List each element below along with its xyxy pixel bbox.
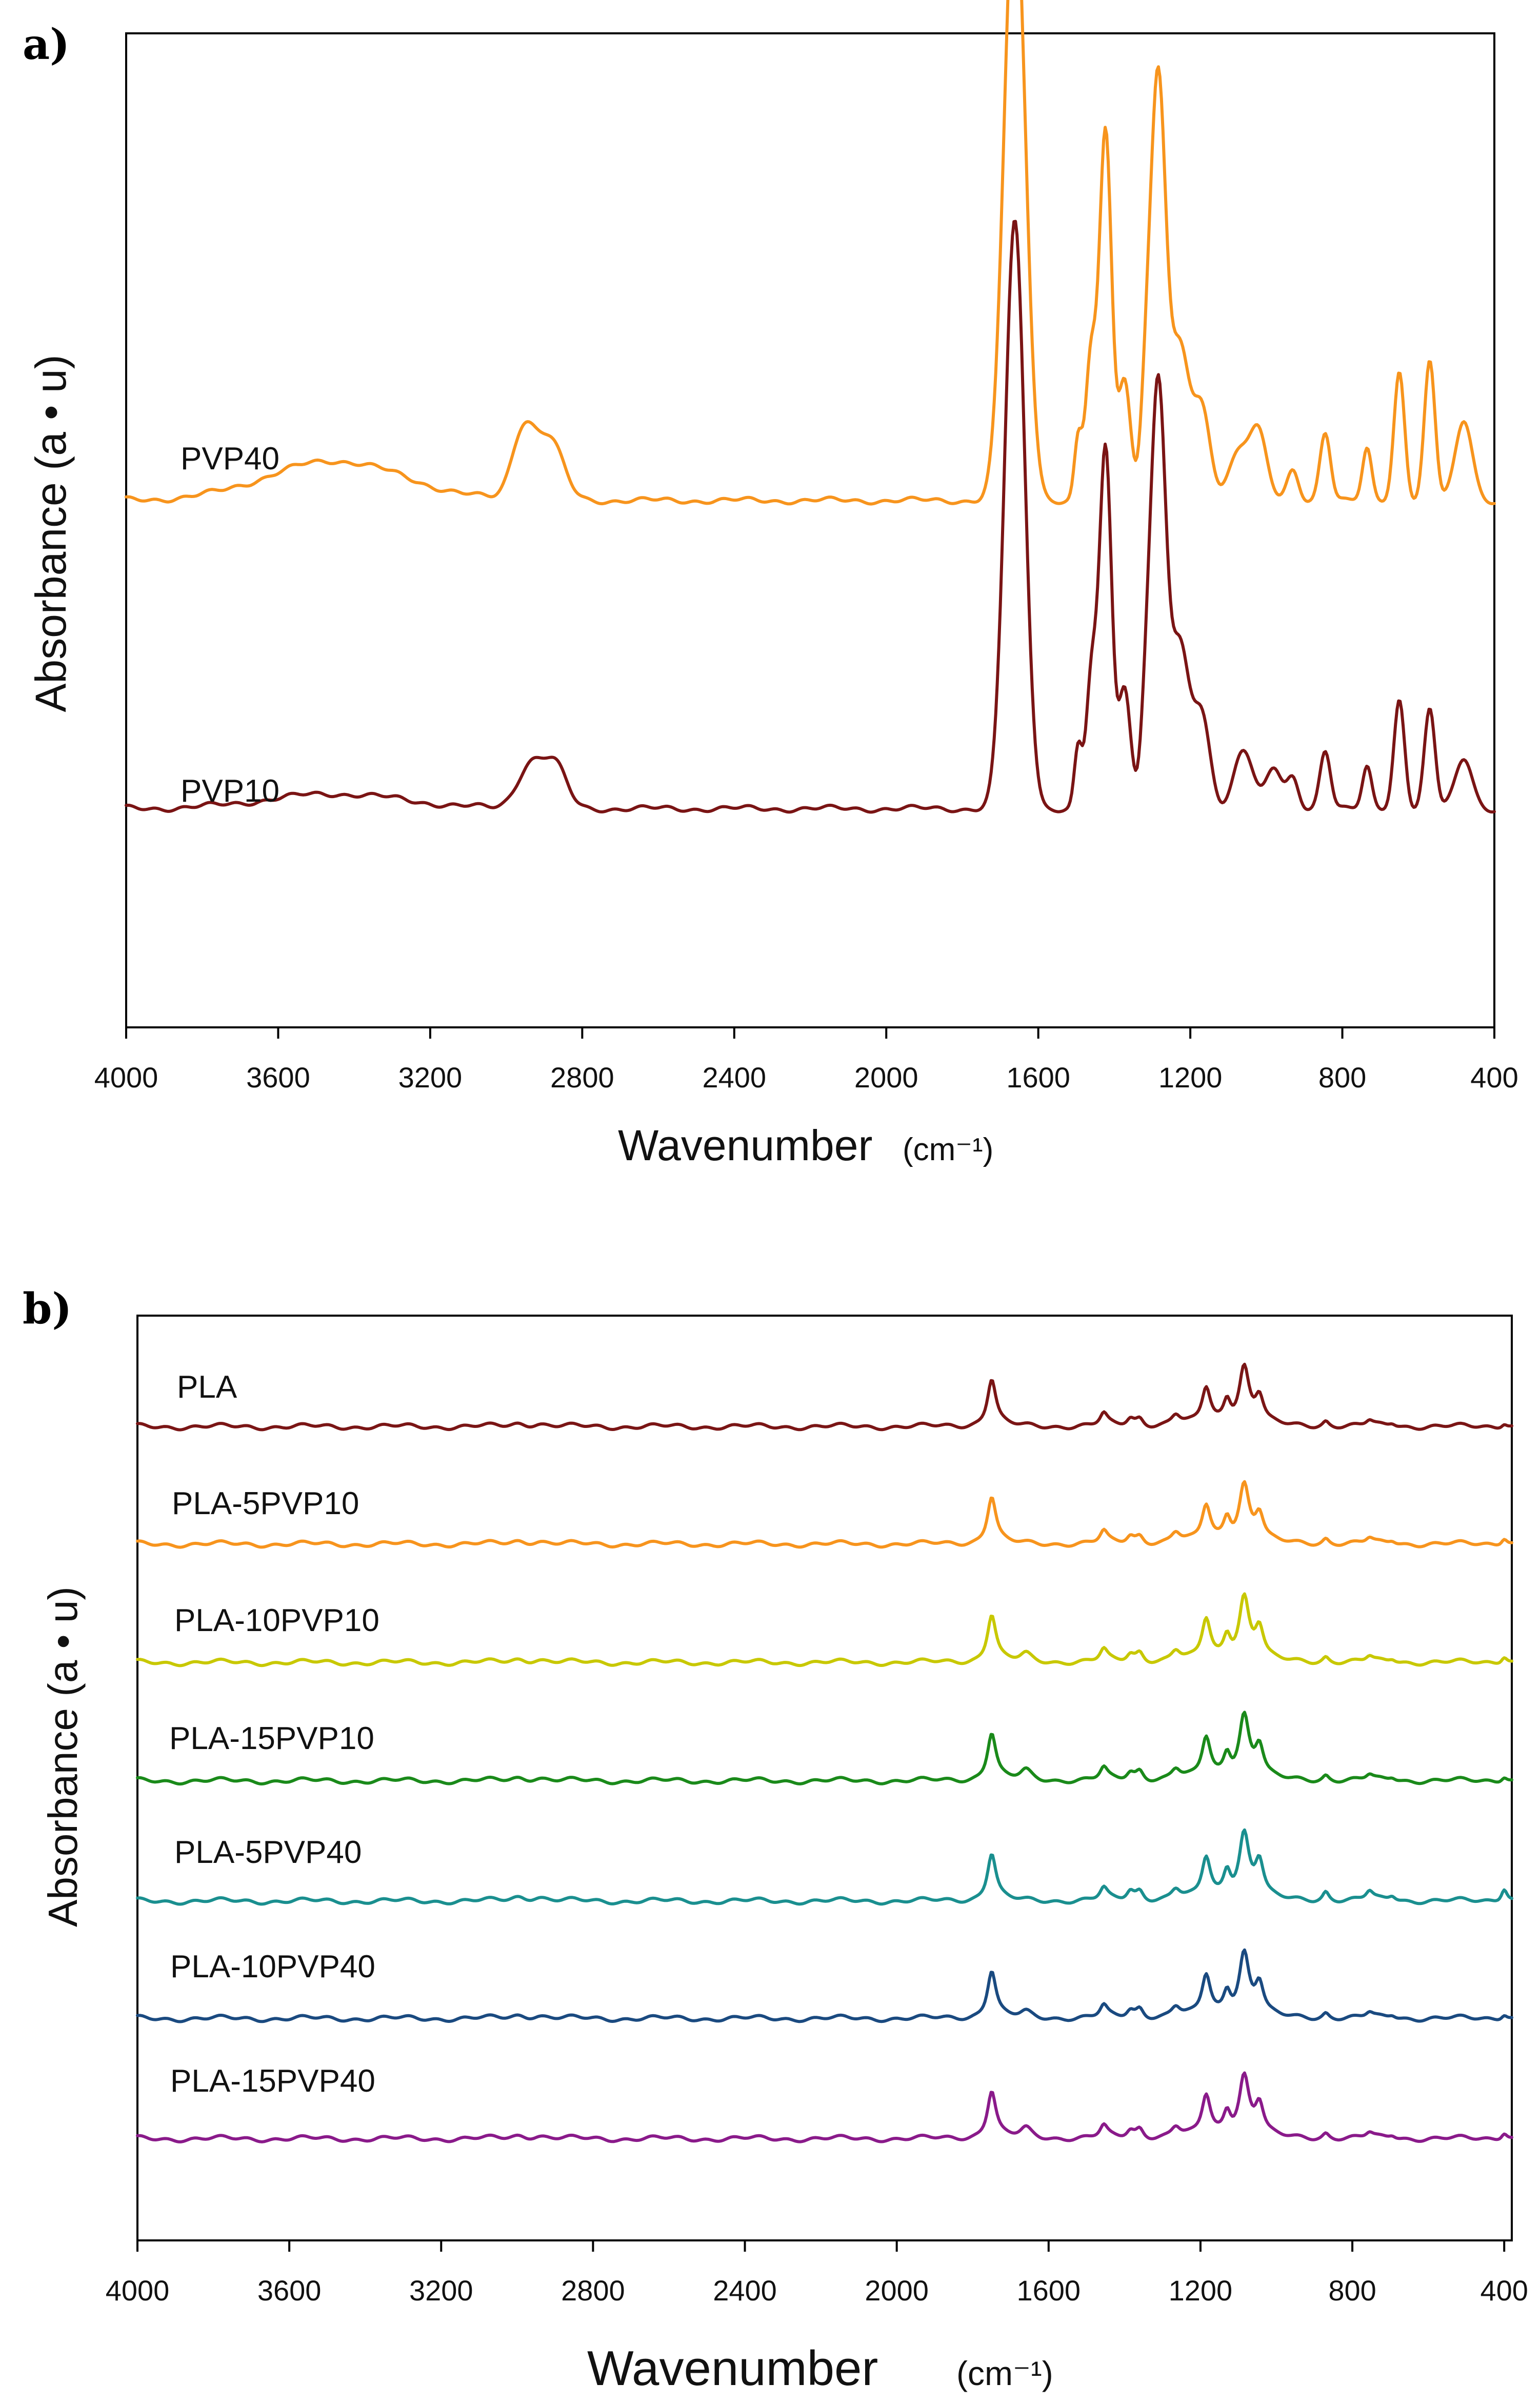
x-tick-label: 4000 (106, 2274, 170, 2307)
x-tick-label: 400 (1480, 2274, 1528, 2307)
panel-a-x-axis-title: Wavenumber (618, 1121, 872, 1169)
spectrum-line-pla-5pvp40 (136, 1828, 1513, 1906)
spectrum-line-pla (136, 1362, 1513, 1432)
panel-a-x-axis-unit: (cm⁻¹) (903, 1132, 993, 1167)
spectrum-line-pla-15pvp40 (136, 2071, 1513, 2143)
series-label-pvp10: PVP10 (181, 773, 279, 809)
spectrum-line-pla-15pvp10 (136, 1711, 1513, 1786)
x-tick-label: 2400 (702, 1061, 766, 1094)
panel-b-spectra (136, 1362, 1513, 2143)
spectrum-line-pla-10pvp10 (136, 1592, 1513, 1667)
spectrum-line-pvp10 (125, 220, 1496, 814)
series-label-pla-10pvp10: PLA-10PVP10 (174, 1603, 379, 1638)
spectrum-line-pla-5pvp10 (136, 1480, 1513, 1549)
panel-b-letter: b) (23, 1284, 72, 1334)
series-label-pla-10pvp40: PLA-10PVP40 (170, 1949, 375, 1984)
x-tick-label: 2800 (561, 2274, 625, 2307)
x-tick-label: 1200 (1158, 1061, 1223, 1094)
x-tick-label: 3200 (409, 2274, 473, 2307)
series-label-pla-15pvp40: PLA-15PVP40 (170, 2063, 375, 2099)
series-label-pla-15pvp10: PLA-15PVP10 (169, 1721, 374, 1756)
x-tick-label: 400 (1470, 1061, 1518, 1094)
spectrum-line-pla-10pvp40 (136, 1948, 1513, 2023)
x-tick-label: 1600 (1006, 1061, 1070, 1094)
x-tick-label: 1200 (1169, 2274, 1233, 2307)
series-label-pla-5pvp10: PLA-5PVP10 (172, 1486, 359, 1521)
x-tick-label: 3600 (257, 2274, 322, 2307)
x-tick-label: 800 (1328, 2274, 1376, 2307)
panel-a-spectra (125, 0, 1496, 814)
x-tick-label: 3600 (246, 1061, 310, 1094)
x-tick-label: 1600 (1017, 2274, 1081, 2307)
x-tick-label: 3200 (398, 1061, 463, 1094)
panel-a-y-axis-title: Absorbance (a • u) (27, 354, 75, 712)
panel-b-x-ticks: 4000 3600 3200 2800 2400 2000 1600 1200 800 400 (106, 2240, 1528, 2307)
panel-b-x-axis-unit: (cm⁻¹) (956, 2354, 1053, 2392)
panel-b: b) 4000 3600 3200 2800 2400 2000 1600 1200 800 40… (23, 1284, 1528, 2396)
spectrum-line-pvp40 (125, 0, 1496, 506)
x-tick-label: 4000 (94, 1061, 158, 1094)
panel-b-y-axis-title: Absorbance (a • u) (40, 1586, 86, 1927)
x-tick-label: 2400 (713, 2274, 777, 2307)
panel-a-x-ticks: 4000 3600 3200 2800 2400 2000 1600 1200 800 400 (94, 1027, 1518, 1094)
series-label-pla: PLA (177, 1369, 237, 1405)
series-label-pla-5pvp40: PLA-5PVP40 (174, 1835, 362, 1870)
x-tick-label: 2000 (854, 1061, 918, 1094)
series-label-pvp40: PVP40 (181, 441, 279, 476)
x-tick-label: 2000 (865, 2274, 929, 2307)
panel-a: a) 4000 3600 3200 2800 2400 2000 1600 1200 800 40… (23, 0, 1518, 1169)
panel-a-plot-frame (125, 32, 1495, 1028)
panel-a-letter: a) (23, 20, 70, 69)
panel-b-x-axis-title: Wavenumber (587, 2341, 878, 2396)
x-tick-label: 800 (1318, 1061, 1366, 1094)
x-tick-label: 2800 (550, 1061, 614, 1094)
